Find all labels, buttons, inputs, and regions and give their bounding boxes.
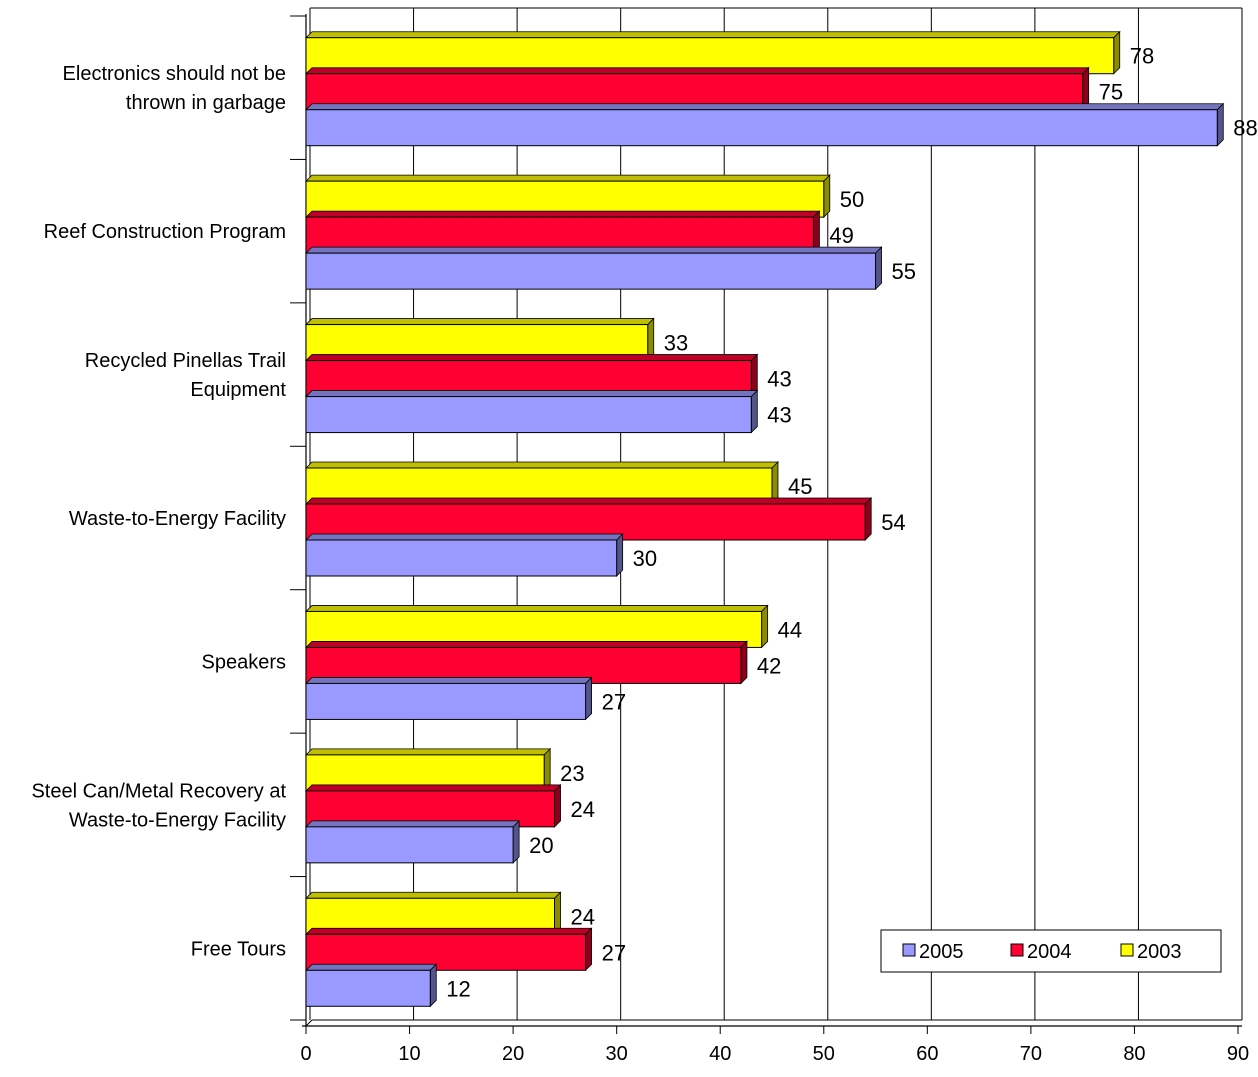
category-label: Waste-to-Energy Facility [69, 508, 286, 530]
bar-front-face [306, 253, 876, 289]
bar-top-face [306, 32, 1120, 38]
data-label: 43 [767, 367, 791, 392]
bar-2005[interactable] [306, 677, 592, 719]
bar-2005[interactable] [306, 104, 1223, 146]
bar-top-face [306, 211, 819, 217]
bar-top-face [306, 821, 519, 827]
bar-front-face [306, 683, 586, 719]
bar-front-face [306, 110, 1217, 146]
data-label: 49 [829, 223, 853, 248]
data-label: 42 [757, 653, 781, 678]
bar-top-face [306, 892, 561, 898]
bar-side-face [1114, 32, 1120, 74]
bar-side-face [555, 785, 561, 827]
bar-top-face [306, 605, 768, 611]
data-label: 54 [881, 510, 905, 535]
bar-top-face [306, 785, 561, 791]
bar-side-face [1217, 104, 1223, 146]
bar-2005[interactable] [306, 534, 623, 576]
legend-swatch-2005 [903, 944, 915, 956]
bar-side-face [586, 677, 592, 719]
data-label: 78 [1130, 44, 1154, 69]
data-label: 50 [840, 187, 864, 212]
data-label: 33 [664, 331, 688, 356]
bar-top-face [306, 462, 778, 468]
bar-top-face [306, 68, 1089, 74]
bar-2005[interactable] [306, 391, 757, 433]
bar-side-face [741, 641, 747, 683]
category-label: Recycled Pinellas Trail Equipment [85, 350, 287, 401]
bar-front-face [306, 970, 430, 1006]
x-tick-label: 40 [709, 1043, 731, 1065]
bar-top-face [306, 928, 592, 934]
bar-top-face [306, 498, 871, 504]
legend-swatch-2003 [1121, 944, 1133, 956]
data-label: 75 [1099, 80, 1123, 105]
category-label: Reef Construction Program [44, 221, 286, 243]
x-tick-label: 80 [1123, 1043, 1145, 1065]
bar-front-face [306, 397, 751, 433]
x-tick-label: 70 [1020, 1043, 1042, 1065]
legend-label-2004: 2004 [1027, 941, 1072, 963]
data-label: 12 [446, 976, 470, 1001]
bar-2005[interactable] [306, 964, 436, 1006]
category-label: Speakers [202, 651, 287, 673]
bar-top-face [306, 247, 882, 253]
bar-side-face [430, 964, 436, 1006]
bar-top-face [306, 534, 623, 540]
bar-top-face [306, 319, 654, 325]
data-label: 30 [633, 546, 657, 571]
bar-side-face [751, 391, 757, 433]
data-label: 27 [602, 940, 626, 965]
data-label: 27 [602, 689, 626, 714]
x-tick-label: 30 [606, 1043, 628, 1065]
bar-top-face [306, 749, 550, 755]
x-tick-label: 50 [813, 1043, 835, 1065]
data-label: 44 [778, 617, 802, 642]
x-tick-label: 0 [300, 1043, 311, 1065]
bar-top-face [306, 964, 436, 970]
data-label: 43 [767, 403, 791, 428]
bar-2005[interactable] [306, 247, 882, 289]
legend-label-2005: 2005 [919, 941, 964, 963]
bar-top-face [306, 677, 592, 683]
legend-swatch-2004 [1011, 944, 1023, 956]
x-tick-label: 10 [398, 1043, 420, 1065]
data-label: 24 [571, 797, 595, 822]
data-label: 24 [571, 904, 595, 929]
bar-side-face [586, 928, 592, 970]
bar-2005[interactable] [306, 821, 519, 863]
data-label: 20 [529, 833, 553, 858]
data-label: 23 [560, 761, 584, 786]
bar-top-face [306, 104, 1223, 110]
bar-top-face [306, 175, 830, 181]
bar-side-face [617, 534, 623, 576]
x-tick-label: 60 [916, 1043, 938, 1065]
bar-side-face [876, 247, 882, 289]
category-label: Electronics should not be thrown in garba… [63, 63, 286, 114]
legend: 2005 2004 2003 [881, 930, 1221, 972]
bar-front-face [306, 827, 513, 863]
legend-label-2003: 2003 [1137, 941, 1182, 963]
bar-side-face [762, 605, 768, 647]
bar-top-face [306, 391, 757, 397]
x-tick-label: 90 [1227, 1043, 1249, 1065]
data-label: 88 [1233, 116, 1257, 141]
category-label: Steel Can/Metal Recovery at Waste-to-Ener… [31, 780, 286, 831]
bar-top-face [306, 355, 757, 361]
axis-corner [306, 1020, 312, 1026]
bar-side-face [513, 821, 519, 863]
data-label: 45 [788, 474, 812, 499]
bar-front-face [306, 540, 617, 576]
bar-top-face [306, 641, 747, 647]
category-label: Free Tours [191, 938, 286, 960]
bar-side-face [865, 498, 871, 540]
x-tick-label: 20 [502, 1043, 524, 1065]
data-label: 55 [892, 259, 916, 284]
bar-side-face [824, 175, 830, 217]
